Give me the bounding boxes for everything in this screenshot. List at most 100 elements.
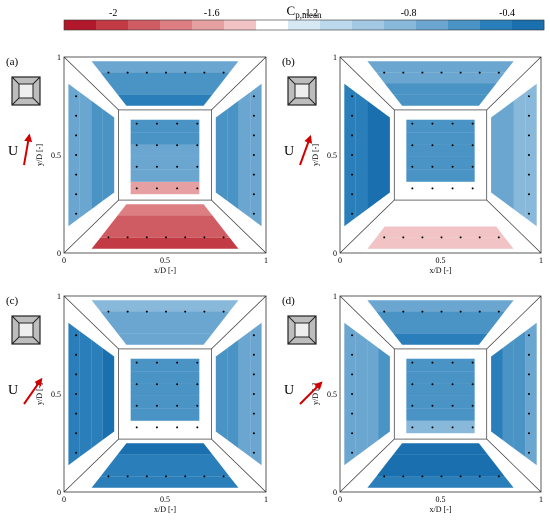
pressure-tap (252, 134, 255, 137)
pressure-tap (411, 144, 414, 147)
pressure-tap (203, 475, 206, 478)
pressure-tap (497, 310, 500, 313)
roof-face-top-contour (367, 61, 514, 73)
colorbar: Cp,mean -2 -1.6 -1.2 -0.8 -0.4 (63, 3, 545, 31)
pressure-tap (527, 432, 530, 435)
pressure-tap (411, 122, 414, 125)
inner-frame (118, 348, 212, 440)
x-tick-label: 0.5 (436, 495, 446, 504)
pressure-tap (203, 310, 206, 313)
pressure-tap (196, 165, 199, 168)
roof-face-top-contour (91, 61, 239, 73)
roof-face-left-contour (102, 348, 115, 440)
pressure-tap (402, 475, 405, 478)
colorbar-cell (256, 20, 289, 30)
wind-label: U (8, 144, 18, 159)
pressure-tap (411, 404, 414, 407)
roof-face-left-contour (79, 92, 92, 218)
pressure-tap (75, 134, 78, 137)
pressure-tap (431, 361, 434, 364)
pressure-tap (527, 154, 530, 156)
roof-face-bottom-contour (367, 237, 514, 249)
roof-hip-line (486, 56, 542, 111)
colorbar-tick-label: -1.6 (204, 8, 220, 19)
roof-hip-line (63, 56, 119, 111)
roof-face-right-contour (215, 348, 228, 440)
panel-label: (b) (282, 56, 295, 68)
roof-face-top-contour (393, 94, 488, 106)
pressure-tap (383, 475, 386, 478)
pressure-tap (184, 310, 187, 313)
pressure-tap (252, 412, 255, 415)
chart-panel: 0 0.5 1 0 0.5 1 x/D [-] y/D [-] (c) U (6, 292, 268, 514)
x-tick-label: 1 (539, 256, 543, 265)
panel-label: (a) (6, 56, 19, 68)
pressure-tap (184, 475, 187, 478)
pressure-tap (421, 236, 424, 239)
colorbar-frame (63, 19, 545, 31)
pressure-tap (135, 165, 138, 168)
pressure-tap (165, 475, 168, 478)
pressure-tap (196, 383, 199, 386)
pressure-tap (155, 144, 158, 147)
roof-face-bottom-contour (100, 226, 230, 238)
pressure-tap (203, 71, 206, 74)
wind-label: U (284, 383, 294, 398)
roof-face-right-contour (227, 100, 239, 210)
pressure-tap (383, 310, 386, 313)
pressure-tap (459, 71, 462, 74)
roof-center-contour (130, 169, 200, 182)
pressure-tap (411, 165, 414, 168)
pressure-tap (155, 187, 158, 190)
pressure-tap (497, 71, 500, 74)
y-tick-label: 0.5 (51, 151, 61, 160)
roof-face-bottom-contour (384, 215, 497, 227)
pressure-tap (497, 475, 500, 478)
pressure-tap (252, 373, 255, 376)
roof-face-left-contour (355, 331, 368, 457)
pressure-tap (527, 134, 530, 137)
roof-face-bottom-contour (109, 454, 221, 466)
pressure-tap (155, 426, 158, 429)
chart-panel: 0 0.5 1 0 0.5 1 x/D [-] y/D [-] (d) U (282, 292, 543, 514)
pressure-tap (527, 114, 530, 117)
roof-center-contour (406, 156, 475, 170)
colorbar-tick-label: -0.8 (401, 8, 417, 19)
building-icon (11, 315, 41, 345)
pressure-tap (165, 71, 168, 74)
pressure-tap (252, 334, 255, 337)
pressure-tap (176, 165, 179, 168)
colorbar-cell (384, 20, 417, 30)
pressure-tap (196, 404, 199, 407)
pressure-tap (155, 404, 158, 407)
pressure-tap (527, 373, 530, 376)
pressure-tap (252, 173, 255, 176)
roof-face-top-contour (376, 72, 505, 84)
pressure-tap (527, 212, 530, 215)
pressure-tap (527, 334, 530, 337)
roof-face-top-contour (100, 311, 230, 323)
pressure-tap (222, 310, 225, 313)
x-tick-label: 0.5 (436, 256, 446, 265)
pressure-tap (451, 383, 454, 386)
pressure-tap (478, 475, 481, 478)
pressure-tap (451, 122, 454, 125)
roof-face-right-contour (525, 83, 537, 227)
pressure-tap (176, 383, 179, 386)
colorbar-cell (288, 20, 321, 30)
roof-face-right-contour (491, 348, 503, 440)
pressure-tap (351, 114, 354, 117)
colorbar-tick-label: -0.4 (499, 8, 515, 19)
roof-face-bottom-contour (117, 204, 213, 216)
pressure-tap (451, 404, 454, 407)
pressure-tap (126, 71, 129, 74)
pressure-tap (478, 71, 481, 74)
pressure-tap (176, 404, 179, 407)
roof-center-contour (406, 144, 475, 157)
roof-face-right-contour (513, 92, 526, 218)
x-tick-label: 0 (62, 495, 66, 504)
wind-arrow-head (24, 133, 33, 143)
roof-hip-line (63, 295, 119, 350)
colorbar-cell (320, 20, 353, 30)
roof-face-right-contour (238, 92, 251, 218)
